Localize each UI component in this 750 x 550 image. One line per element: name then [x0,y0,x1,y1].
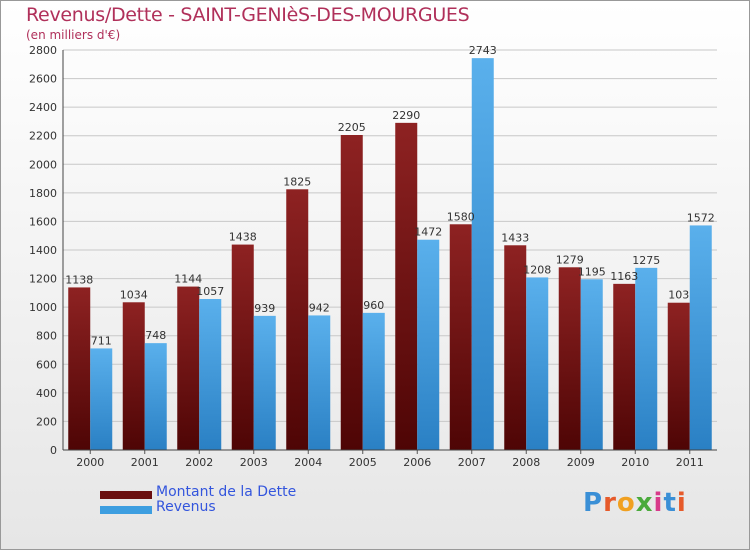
data-label-dette: 1438 [229,231,257,244]
data-label-dette: 2290 [392,109,420,122]
bar-revenus [417,239,440,450]
data-label-revenus: 1208 [523,263,551,276]
data-label-dette: 1163 [610,270,638,283]
data-label-dette: 2205 [338,121,366,134]
x-tick-label: 2003 [240,456,268,469]
data-label-dette: 1034 [120,288,148,301]
bar-dette [558,267,581,450]
bar-dette [667,302,690,450]
bar-dette [395,122,418,450]
legend-label-dette: Montant de la Dette [156,484,297,500]
y-tick-label: 2200 [29,130,57,143]
bar-dette [68,287,91,450]
legend-swatch-dette [100,491,152,499]
bar-revenus [526,277,549,450]
data-label-revenus: 1195 [578,265,606,278]
x-tick-label: 2009 [567,456,595,469]
data-label-dette: 1433 [501,231,529,244]
y-tick-label: 2400 [29,101,57,114]
bar-revenus [199,299,222,450]
legend-swatch-revenus [100,506,152,514]
x-tick-label: 2000 [76,456,104,469]
y-tick-label: 1600 [29,215,57,228]
bar-dette [340,135,363,450]
y-tick-label: 2000 [29,158,57,171]
y-tick-label: 1200 [29,273,57,286]
x-tick-label: 2002 [185,456,213,469]
data-label-dette: 1279 [556,253,584,266]
chart-subtitle: (en milliers d'€) [26,28,121,42]
y-tick-label: 0 [50,444,57,457]
axes: 0 200 400 600 800 1000 1200 1400 1600 1800 2000 220… [29,44,717,469]
x-tick-label: 2004 [294,456,322,469]
bar-revenus [308,315,331,450]
data-label-dette: 1580 [447,210,475,223]
grid-lines [63,49,717,451]
bar-dette [122,302,145,450]
x-tick-label: 2006 [403,456,431,469]
data-label-dette: 1144 [174,273,202,286]
x-tick-label: 2001 [131,456,159,469]
bar-revenus [362,312,385,450]
data-label-revenus: 1472 [414,226,442,239]
proxiti-logo: Proxiti [583,488,687,518]
bar-revenus [471,58,494,451]
data-label-revenus: 711 [91,334,112,347]
bar-dette [449,224,472,450]
bars [68,58,712,451]
bar-dette [231,244,254,450]
y-tick-label: 400 [36,387,57,400]
bar-revenus [689,225,712,450]
x-tick-label: 2007 [458,456,486,469]
x-tick-label: 2010 [621,456,649,469]
data-label-dette: 103 [668,289,689,302]
bar-revenus [144,343,167,450]
bar-revenus [253,315,276,450]
y-tick-label: 800 [36,330,57,343]
x-tick-label: 2011 [676,456,704,469]
data-label-revenus: 1572 [687,211,715,224]
bar-dette [177,286,200,450]
y-tick-label: 1400 [29,244,57,257]
data-label-dette: 1138 [65,273,93,286]
data-label-revenus: 2743 [469,44,497,57]
y-tick-label: 600 [36,358,57,371]
data-label-dette: 1825 [283,175,311,188]
bar-dette [286,189,309,451]
legend-label-revenus: Revenus [156,499,216,515]
bar-dette [613,283,636,450]
y-tick-label: 2600 [29,73,57,86]
chart-title: Revenus/Dette - SAINT-GENIèS-DES-MOURGUE… [26,4,470,26]
data-label-revenus: 939 [254,302,275,315]
bar-revenus [580,279,603,450]
x-tick-label: 2005 [349,456,377,469]
bar-revenus [90,348,113,450]
data-label-revenus: 942 [309,301,330,314]
bar-dette [504,245,527,450]
data-label-revenus: 748 [145,329,166,342]
data-label-revenus: 960 [363,299,384,312]
bar-revenus [635,267,658,450]
y-tick-label: 1800 [29,187,57,200]
x-tick-label: 2008 [512,456,540,469]
y-tick-label: 2800 [29,44,57,57]
y-tick-label: 200 [36,415,57,428]
data-label-revenus: 1275 [632,254,660,267]
y-tick-label: 1000 [29,301,57,314]
data-label-revenus: 1057 [196,285,224,298]
